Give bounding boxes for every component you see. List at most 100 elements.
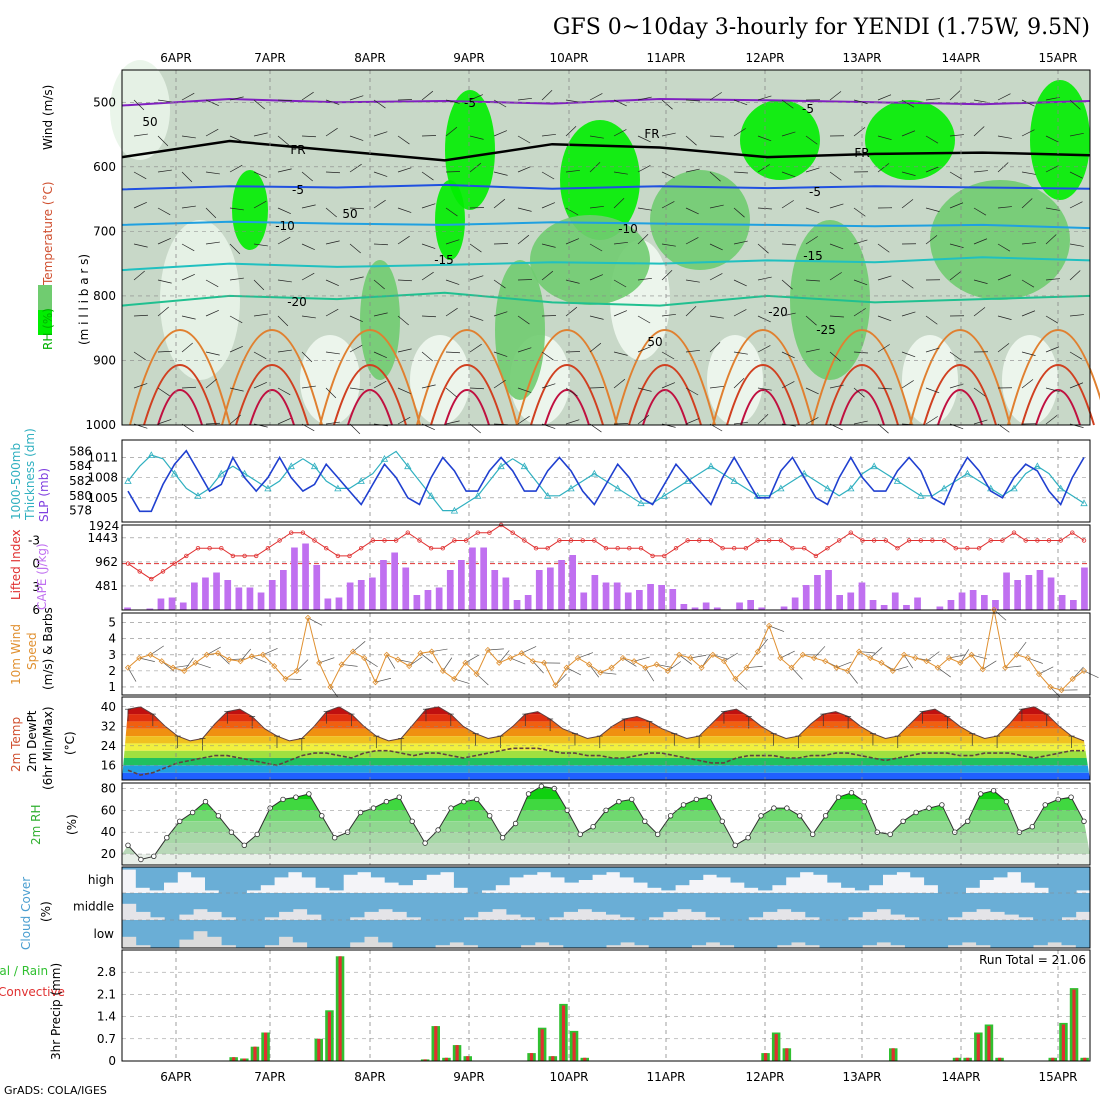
cloud-cell-high	[868, 867, 883, 886]
wind-barb	[589, 162, 601, 173]
pressure-tick: 700	[93, 224, 116, 238]
precip-convective-bar	[455, 1045, 459, 1061]
cape-bar	[1070, 600, 1077, 610]
wind-barb	[397, 207, 412, 213]
cloud-cell-high	[675, 867, 690, 886]
cape-bar	[335, 597, 343, 610]
wind-barb	[997, 315, 1012, 320]
wind-barb	[997, 162, 1009, 173]
wind-speed-point	[923, 658, 930, 665]
warm-isotherm	[726, 364, 800, 426]
cloud-cell-low	[904, 920, 920, 948]
cape-bar	[291, 547, 298, 610]
li-point	[300, 530, 306, 535]
wind-barb	[709, 273, 723, 281]
wind-barb	[565, 238, 580, 245]
temp-tick: 16	[101, 758, 116, 772]
wind-speed-point	[181, 667, 188, 674]
slp-line	[127, 449, 1085, 513]
wind-barb	[229, 96, 244, 101]
day-label-bottom: 14APR	[941, 1070, 980, 1084]
thickness-point	[870, 462, 878, 470]
wind-barb	[709, 243, 723, 251]
thickness-point	[683, 477, 692, 484]
li-point	[324, 546, 329, 551]
thickness-point	[637, 499, 645, 507]
thickness-point	[380, 454, 389, 462]
wind-barb	[133, 351, 146, 361]
wind-barb	[733, 378, 745, 389]
cloud-cell-middle	[207, 893, 223, 912]
cloud-cover-label: Cloud Cover	[19, 877, 33, 950]
cape-bar	[613, 582, 621, 610]
wind-speed-point	[496, 659, 503, 666]
wind-barb	[253, 243, 268, 247]
wind-barb	[613, 99, 627, 107]
warm-isotherm	[909, 329, 1011, 426]
wind-barb	[445, 207, 458, 217]
wind-speed-point	[293, 667, 300, 674]
wind-barb	[901, 171, 916, 176]
cloud-cell-low	[748, 920, 764, 948]
wind-barb	[532, 661, 544, 674]
wind-barb	[469, 243, 482, 253]
wind-barb	[733, 309, 747, 317]
li-point	[370, 538, 375, 543]
rh-point	[202, 798, 209, 805]
wind-barb	[805, 315, 817, 326]
pressure-tick: 800	[93, 289, 116, 303]
precip-convective-bar	[998, 1057, 1002, 1061]
rh-point	[900, 818, 906, 824]
rh-point	[693, 796, 700, 803]
wind-barb	[637, 207, 652, 211]
temp-tick: 24	[101, 739, 116, 753]
wind-barb	[733, 240, 748, 245]
cape-bar	[636, 590, 643, 610]
wind-barb	[445, 351, 460, 354]
day-labels-bottom: 6APR 7APR 8APR 9APR 10APR 11APR 12APR 13APR 14AP…	[160, 1070, 1077, 1084]
wind-barb	[493, 379, 506, 389]
cloud-cell-middle	[776, 893, 792, 910]
wind-barb	[157, 306, 169, 317]
wind-speed-point	[900, 651, 908, 658]
cloud-cell-middle	[122, 893, 137, 904]
cloud-cell-low	[990, 920, 1006, 948]
cape-bar	[747, 600, 754, 610]
wind-barb	[613, 378, 626, 389]
rh-point	[357, 809, 364, 816]
wind-barb	[757, 243, 769, 254]
wind-speed-point	[1013, 651, 1020, 658]
li-point	[428, 546, 434, 551]
cloud-cell-low	[364, 920, 379, 937]
cloud-cell-high	[1007, 867, 1022, 873]
wind-barb	[685, 237, 699, 245]
wind-barb	[157, 350, 172, 353]
wind-barb	[301, 243, 315, 251]
cape-bar	[491, 570, 499, 610]
rh-point	[280, 796, 286, 803]
cloud-cell-high	[689, 867, 704, 880]
cloud-cell-high	[343, 867, 358, 875]
precip-convective-bar	[242, 1058, 246, 1061]
upper-air-labels: RH (%) Temperature (°C) Wind (m/s) (m i …	[41, 85, 91, 350]
cloud-cell-middle	[734, 893, 749, 920]
rh-region	[740, 100, 820, 180]
li-point	[393, 538, 399, 543]
thickness-label-b: Thickness (dm)	[23, 428, 37, 521]
cloud-cell-high	[122, 867, 137, 870]
wind-barb	[997, 274, 1012, 281]
wind-barb	[1021, 242, 1036, 245]
wind-barb	[565, 419, 580, 425]
wind-barb	[709, 171, 721, 182]
cloud-cell-low	[1075, 920, 1091, 948]
cloud-cell-low	[719, 920, 735, 946]
wind-barb	[925, 347, 940, 353]
wind-barb	[829, 384, 844, 389]
cloud-cell-low	[420, 920, 436, 948]
rh-region	[232, 170, 268, 250]
wind-speed-point	[754, 648, 761, 655]
rh-region	[902, 335, 958, 425]
wind-barb	[277, 236, 291, 245]
